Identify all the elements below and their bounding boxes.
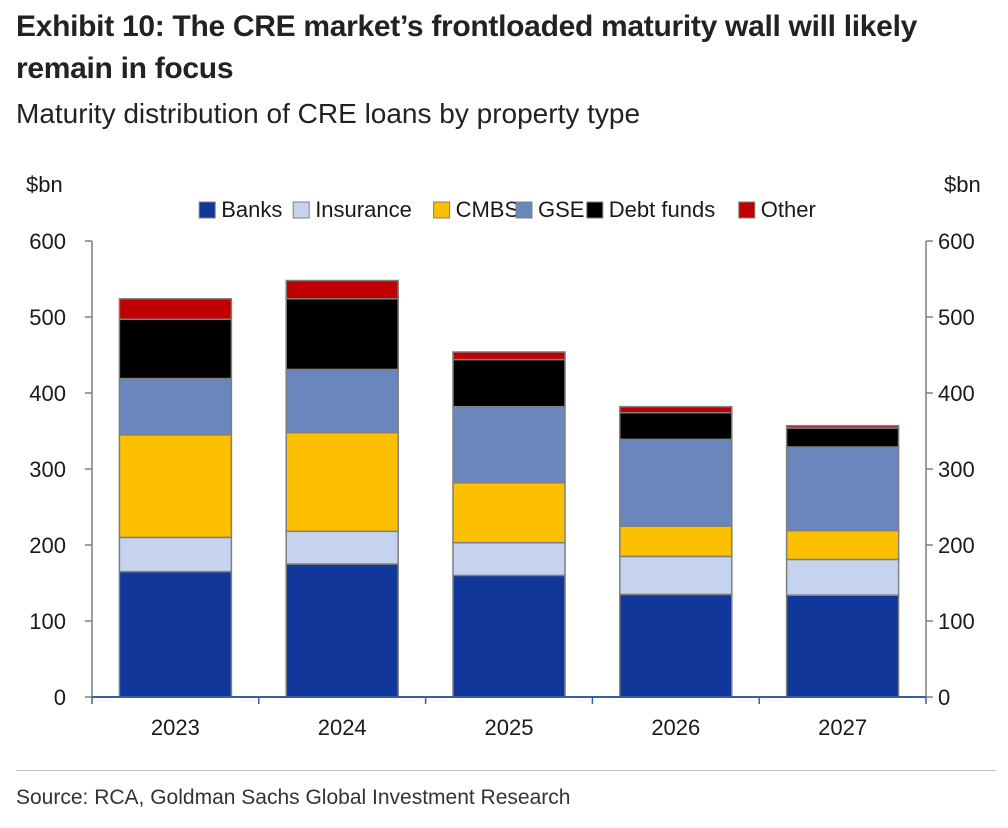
legend-swatch-other xyxy=(738,201,756,219)
legend-label-insurance: Insurance xyxy=(315,197,412,222)
bar-segment-debt-funds-2026 xyxy=(619,412,733,441)
y-tick-label-right: 200 xyxy=(938,533,975,558)
bar-segment-banks-2023 xyxy=(118,570,233,698)
bar-segment-other-2024 xyxy=(285,279,399,300)
y-tick-label-right: 500 xyxy=(938,305,975,330)
bar-segment-other-2027 xyxy=(785,424,900,429)
legend-label-other: Other xyxy=(761,197,816,222)
y-axis-label-right: $bn xyxy=(944,172,981,197)
source-note: Source: RCA, Goldman Sachs Global Invest… xyxy=(16,786,571,809)
bar-segment-cmbs-2023 xyxy=(118,434,233,539)
y-tick-label-left: 200 xyxy=(29,533,66,558)
bar-segment-insurance-2025 xyxy=(452,541,566,577)
bar-segment-gse-2026 xyxy=(619,438,733,527)
bar-segment-debt-funds-2027 xyxy=(785,427,900,448)
bar-segment-banks-2027 xyxy=(785,594,900,698)
legend-swatch-banks xyxy=(198,201,216,219)
y-tick-label-left: 300 xyxy=(29,457,66,482)
bar-segment-gse-2023 xyxy=(118,377,233,436)
bar-segment-gse-2024 xyxy=(285,368,399,434)
bar-segment-insurance-2023 xyxy=(118,536,233,573)
bar-segment-banks-2024 xyxy=(285,563,399,698)
x-tick-label: 2024 xyxy=(318,715,367,740)
bar-segment-insurance-2027 xyxy=(785,558,900,596)
bar-segment-banks-2025 xyxy=(452,574,566,698)
x-tick-label: 2027 xyxy=(818,715,867,740)
chart-title: Exhibit 10: The CRE market’s frontloaded… xyxy=(16,10,917,85)
bar-segment-insurance-2024 xyxy=(285,530,399,565)
y-tick-label-right: 600 xyxy=(938,229,975,254)
legend-swatch-gse xyxy=(515,201,533,219)
y-tick-label-left: 500 xyxy=(29,305,66,330)
bar-segment-other-2023 xyxy=(118,298,233,321)
bar-segment-insurance-2026 xyxy=(619,555,733,596)
bars-group: 2023 2024 2025 2026 2027 xyxy=(118,279,900,740)
bar-segment-cmbs-2026 xyxy=(619,525,733,558)
legend-label-cmbs: CMBS xyxy=(456,197,520,222)
y-axis-label-left: $bn xyxy=(26,172,63,197)
legend-label-gse: GSE xyxy=(538,197,584,222)
x-tick-label: 2023 xyxy=(151,715,200,740)
y-tick-label-right: 0 xyxy=(938,685,950,710)
bar-segment-debt-funds-2025 xyxy=(452,358,566,408)
legend-label-debt-funds: Debt funds xyxy=(609,197,715,222)
legend-swatch-cmbs xyxy=(433,201,451,219)
x-tick-label: 2026 xyxy=(651,715,700,740)
y-tick-label-left: 600 xyxy=(29,229,66,254)
y-tick-label-left: 400 xyxy=(29,381,66,406)
y-tick-label-left: 0 xyxy=(54,685,66,710)
y-tick-label-left: 100 xyxy=(29,609,66,634)
legend-label-banks: Banks xyxy=(221,197,282,222)
chart-subtitle: Maturity distribution of CRE loans by pr… xyxy=(16,98,641,129)
bar-segment-cmbs-2024 xyxy=(285,431,399,533)
bar-segment-gse-2027 xyxy=(785,446,900,532)
bar-segment-other-2025 xyxy=(452,351,566,361)
bar-segment-debt-funds-2023 xyxy=(118,318,233,380)
bar-segment-debt-funds-2024 xyxy=(285,298,399,371)
legend: Banks Insurance CMBS GSE Debt funds Other xyxy=(198,197,816,222)
stacked-bar-chart: $bn $bn Banks Insurance CMBS GSE Debt funds O… xyxy=(26,172,981,740)
legend-swatch-insurance xyxy=(292,201,310,219)
x-tick-label: 2025 xyxy=(485,715,534,740)
axes-group: 0 0 100 100 200 200 300 300 400 400 500 500 600 600 xyxy=(29,229,974,710)
bar-segment-cmbs-2027 xyxy=(785,529,900,561)
bar-segment-banks-2026 xyxy=(619,593,733,698)
legend-swatch-debt-funds xyxy=(586,201,604,219)
footer-divider xyxy=(16,770,996,771)
bar-segment-cmbs-2025 xyxy=(452,481,566,544)
bar-segment-other-2026 xyxy=(619,405,733,414)
bar-segment-gse-2025 xyxy=(452,405,566,484)
y-tick-label-right: 300 xyxy=(938,457,975,482)
y-tick-label-right: 100 xyxy=(938,609,975,634)
y-tick-label-right: 400 xyxy=(938,381,975,406)
